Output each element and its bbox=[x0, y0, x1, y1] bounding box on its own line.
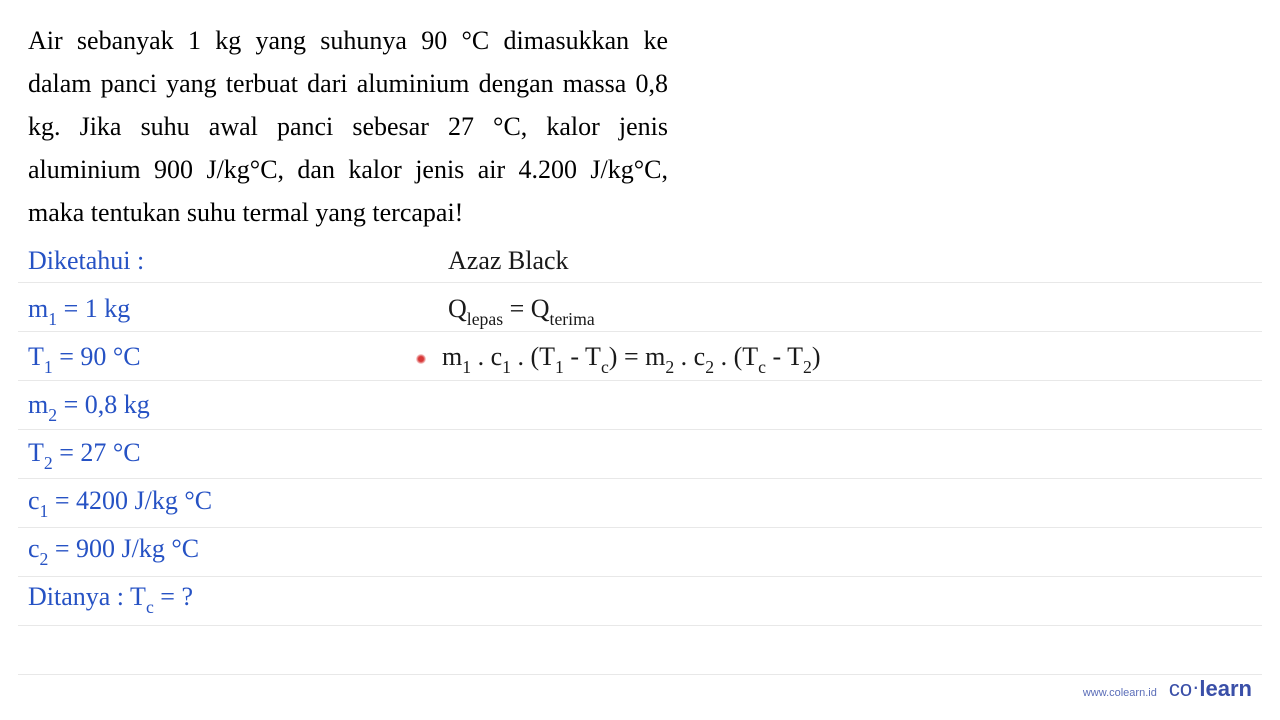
footer-logo: co·learn bbox=[1169, 676, 1252, 702]
handwritten-text: c bbox=[28, 534, 40, 563]
handwritten-text: 1 bbox=[40, 501, 49, 521]
handwritten-text: = 1 kg bbox=[57, 294, 130, 323]
handwritten-text: . c bbox=[674, 342, 705, 371]
logo-co: co bbox=[1169, 676, 1192, 701]
handwritten-text: Ditanya : T bbox=[28, 582, 146, 611]
handwritten-line: m1 = 1 kg bbox=[28, 294, 130, 328]
handwritten-text: 1 bbox=[462, 357, 471, 377]
handwritten-text: Q bbox=[448, 294, 467, 323]
handwritten-text: T bbox=[28, 342, 44, 371]
handwritten-line: T1 = 90 °C bbox=[28, 342, 141, 376]
handwritten-text: 2 bbox=[44, 453, 53, 473]
handwritten-text: 1 bbox=[555, 357, 564, 377]
handwritten-text: ) = m bbox=[609, 342, 666, 371]
handwritten-text: Diketahui : bbox=[28, 246, 144, 275]
handwritten-text: m bbox=[442, 342, 462, 371]
handwritten-text: c bbox=[146, 597, 154, 617]
ruled-line bbox=[18, 478, 1262, 479]
handwritten-text: . (T bbox=[714, 342, 758, 371]
ruled-line bbox=[18, 331, 1262, 332]
logo-learn: learn bbox=[1199, 676, 1252, 701]
handwritten-text: 1 bbox=[48, 309, 57, 329]
handwritten-text: ) bbox=[812, 342, 821, 371]
handwritten-line: T2 = 27 °C bbox=[28, 438, 141, 472]
handwritten-text: = 0,8 kg bbox=[57, 390, 150, 419]
handwritten-text: m bbox=[28, 390, 48, 419]
handwritten-line: m2 = 0,8 kg bbox=[28, 390, 150, 424]
handwritten-text: = 4200 J/kg °C bbox=[48, 486, 212, 515]
handwritten-line: Ditanya : Tc = ? bbox=[28, 582, 193, 616]
handwritten-text: 2 bbox=[665, 357, 674, 377]
handwritten-text: 1 bbox=[44, 357, 53, 377]
handwritten-text: . c bbox=[471, 342, 502, 371]
logo-dot: · bbox=[1192, 674, 1199, 699]
handwritten-text: 2 bbox=[40, 549, 49, 569]
ruled-line bbox=[18, 380, 1262, 381]
problem-statement: Air sebanyak 1 kg yang suhunya 90 °C dim… bbox=[28, 20, 668, 234]
footer: www.colearn.id co·learn bbox=[1083, 676, 1252, 702]
handwritten-text: = ? bbox=[154, 582, 193, 611]
handwritten-text: terima bbox=[550, 309, 595, 329]
handwritten-line: Diketahui : bbox=[28, 246, 144, 276]
handwritten-text: = 90 °C bbox=[53, 342, 141, 371]
ruled-line bbox=[18, 576, 1262, 577]
handwritten-text: T bbox=[28, 438, 44, 467]
ruled-line bbox=[18, 527, 1262, 528]
handwritten-text: c bbox=[601, 357, 609, 377]
handwritten-line: c2 = 900 J/kg °C bbox=[28, 534, 199, 568]
handwritten-text: . (T bbox=[511, 342, 555, 371]
ruled-line bbox=[18, 282, 1262, 283]
handwritten-text: c bbox=[758, 357, 766, 377]
handwritten-text: = 27 °C bbox=[53, 438, 141, 467]
handwritten-text: 1 bbox=[502, 357, 511, 377]
handwritten-text: 2 bbox=[705, 357, 714, 377]
handwritten-line: m1 . c1 . (T1 - Tc) = m2 . c2 . (Tc - T2… bbox=[416, 342, 821, 376]
handwritten-text: 2 bbox=[48, 405, 57, 425]
handwritten-text: c bbox=[28, 486, 40, 515]
handwritten-text: lepas bbox=[467, 309, 503, 329]
ruled-line bbox=[18, 674, 1262, 675]
handwritten-text: 2 bbox=[803, 357, 812, 377]
bullet-icon bbox=[416, 354, 426, 364]
handwritten-text: = Q bbox=[503, 294, 549, 323]
handwritten-text: - T bbox=[564, 342, 601, 371]
handwritten-line: Azaz Black bbox=[448, 246, 569, 276]
handwritten-text: - T bbox=[766, 342, 803, 371]
handwritten-text: Azaz Black bbox=[448, 246, 569, 275]
ruled-line bbox=[18, 625, 1262, 626]
handwritten-line: Qlepas = Qterima bbox=[448, 294, 595, 328]
footer-url: www.colearn.id bbox=[1083, 687, 1157, 699]
handwritten-text: m bbox=[28, 294, 48, 323]
handwritten-text: = 900 J/kg °C bbox=[48, 534, 199, 563]
ruled-line bbox=[18, 429, 1262, 430]
handwritten-line: c1 = 4200 J/kg °C bbox=[28, 486, 212, 520]
